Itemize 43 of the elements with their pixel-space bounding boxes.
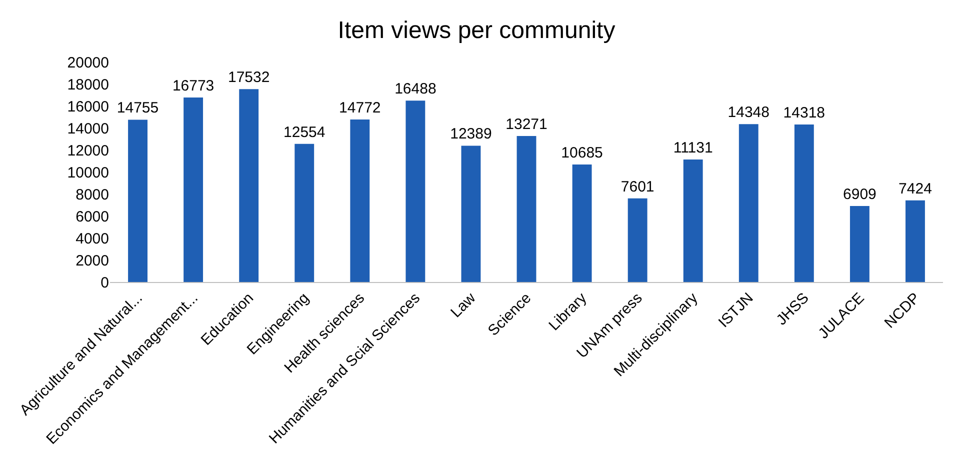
data-label: 7601 [620, 178, 654, 196]
bar [628, 198, 648, 282]
y-tick-label: 16000 [67, 98, 109, 116]
bar [128, 120, 148, 282]
data-label: 13271 [506, 116, 548, 134]
bar [738, 124, 758, 282]
data-label: 10685 [561, 144, 603, 162]
chart-title: Item views per community [338, 16, 616, 44]
data-label: 14772 [339, 100, 381, 117]
y-tick-label: 20000 [67, 54, 109, 72]
y-tick-label: 6000 [76, 208, 109, 226]
bar [239, 89, 259, 282]
bar [184, 98, 204, 282]
bar [906, 200, 925, 282]
data-label: 11131 [673, 140, 713, 157]
bar [683, 160, 703, 282]
data-label: 14318 [783, 104, 826, 122]
x-tick-label: Law [448, 290, 480, 322]
y-tick-label: 4000 [76, 230, 109, 248]
y-tick-label: 8000 [76, 186, 109, 204]
bar [294, 144, 314, 282]
data-label: 7424 [898, 180, 932, 198]
data-label: 16773 [172, 78, 214, 94]
y-tick-label: 12000 [67, 142, 109, 160]
bar [461, 146, 481, 282]
data-label: 6909 [843, 186, 876, 203]
bar [516, 136, 536, 282]
y-tick-label: 2000 [76, 252, 109, 270]
data-label: 14755 [116, 100, 159, 117]
bar [794, 124, 814, 282]
y-tick-label: 14000 [67, 120, 109, 138]
data-label: 12389 [450, 126, 492, 143]
data-label: 17532 [228, 69, 270, 86]
data-label: 16488 [394, 80, 436, 98]
y-tick-label: 18000 [67, 76, 109, 94]
data-label: 12554 [284, 124, 326, 141]
bar [406, 100, 426, 282]
bar [350, 120, 370, 282]
data-label: 14348 [728, 104, 770, 122]
y-tick-label: 0 [100, 274, 109, 292]
y-tick-label: 10000 [67, 164, 109, 182]
bar [572, 164, 592, 282]
bar [850, 206, 870, 282]
